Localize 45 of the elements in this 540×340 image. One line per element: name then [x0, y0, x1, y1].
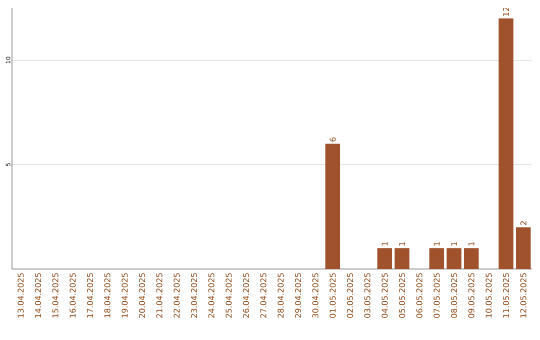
- x-tick-label: 04.05.2025: [382, 273, 388, 318]
- data-label: 1: [451, 242, 457, 246]
- x-tick-label: 30.04.2025: [312, 273, 318, 318]
- bar: [429, 248, 444, 269]
- x-tick-label: 23.04.2025: [190, 273, 198, 318]
- x-tick-label: 27.04.2025: [260, 273, 266, 318]
- data-label: 6: [330, 137, 336, 142]
- x-tick-label: 19.04.2025: [122, 273, 128, 318]
- data-label: 2: [520, 221, 526, 225]
- x-tick-label: 25.04.2025: [226, 273, 232, 318]
- x-tick-label: 24.04.2025: [208, 273, 214, 318]
- bar: [325, 144, 340, 269]
- x-tick-label: 22.04.2025: [174, 273, 180, 318]
- bar: [464, 248, 479, 269]
- x-tick-label: 18.04.2025: [104, 273, 110, 318]
- x-tick-label: 17.04.2025: [86, 273, 94, 318]
- bar: [394, 248, 410, 269]
- bar: [446, 248, 462, 269]
- data-label: 1: [399, 242, 405, 246]
- x-tick-label: 09.05.2025: [468, 273, 474, 318]
- x-tick-label: 10.05.2025: [486, 273, 492, 318]
- x-tick-label: 15.04.2025: [52, 273, 58, 318]
- bar: [498, 18, 514, 269]
- x-tick-label: 07.05.2025: [434, 273, 440, 318]
- x-tick-label: 03.05.2025: [364, 273, 370, 318]
- x-tick-label: 16.04.2025: [70, 273, 76, 318]
- x-tick-label: 26.04.2025: [242, 273, 250, 318]
- data-label: 1: [468, 242, 474, 246]
- bar: [516, 227, 531, 269]
- x-tick-label: 11.05.2025: [502, 273, 510, 318]
- data-label: 1: [382, 242, 388, 246]
- x-tick-label: 08.05.2025: [450, 273, 458, 318]
- x-tick-label: 13.04.2025: [18, 273, 24, 318]
- x-tick-label: 29.04.2025: [294, 273, 302, 318]
- x-tick-label: 14.04.2025: [34, 273, 42, 318]
- x-tick-label: 20.04.2025: [138, 273, 146, 318]
- x-tick-label: 06.05.2025: [416, 273, 422, 318]
- x-tick-label: 12.05.2025: [520, 273, 526, 318]
- x-tick-label: 28.04.2025: [278, 273, 284, 318]
- x-tick-label: 01.05.2025: [330, 273, 336, 318]
- bar: [377, 248, 392, 269]
- x-tick-label: 05.05.2025: [398, 273, 406, 318]
- data-label: 1: [434, 242, 440, 246]
- x-tick-label: 21.04.2025: [156, 273, 162, 318]
- x-tick-label: 02.05.2025: [346, 273, 354, 318]
